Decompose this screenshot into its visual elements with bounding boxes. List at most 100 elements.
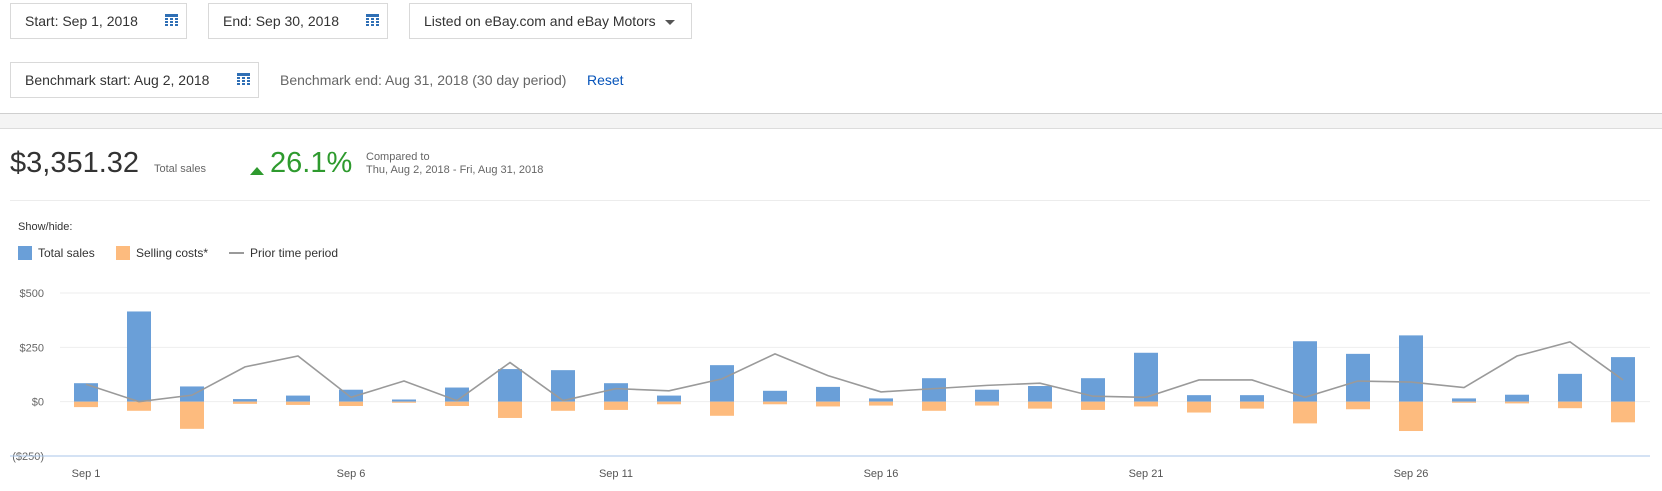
- bar-selling-costs: [74, 401, 98, 408]
- end-date-label: End: Sep 30, 2018: [223, 13, 339, 29]
- bar-selling-costs: [339, 401, 363, 407]
- bar-selling-costs: [551, 401, 575, 411]
- bar-selling-costs: [922, 401, 946, 411]
- x-tick-label: Sep 21: [1129, 468, 1164, 480]
- bar-total-sales: [816, 386, 840, 402]
- trend-up-icon: [250, 167, 264, 175]
- bar-selling-costs: [1346, 401, 1370, 410]
- bar-selling-costs: [1134, 401, 1158, 407]
- benchmark-start-picker[interactable]: Benchmark start: Aug 2, 2018: [10, 62, 259, 98]
- end-date-picker[interactable]: End: Sep 30, 2018: [208, 3, 388, 39]
- chevron-down-icon: [665, 20, 675, 25]
- bar-total-sales: [1134, 352, 1158, 402]
- bar-total-sales: [498, 369, 522, 402]
- bar-selling-costs: [233, 401, 257, 404]
- bar-selling-costs: [657, 401, 681, 405]
- x-tick-label: Sep 26: [1394, 468, 1429, 480]
- calendar-icon[interactable]: [366, 14, 379, 26]
- bar-total-sales: [1505, 394, 1529, 402]
- compared-to-label: Compared to: [366, 151, 430, 163]
- bar-total-sales: [1293, 341, 1317, 402]
- bar-selling-costs: [975, 401, 999, 406]
- bar-total-sales: [869, 398, 893, 402]
- listing-site-dropdown[interactable]: Listed on eBay.com and eBay Motors: [409, 3, 692, 39]
- bar-total-sales: [1240, 395, 1264, 402]
- bar-total-sales: [1346, 353, 1370, 402]
- bar-total-sales: [127, 311, 151, 402]
- bar-total-sales: [975, 389, 999, 402]
- bar-selling-costs: [1240, 401, 1264, 409]
- bar-selling-costs: [1293, 401, 1317, 424]
- bar-selling-costs: [445, 401, 469, 407]
- bar-selling-costs: [180, 401, 204, 429]
- bar-selling-costs: [1558, 401, 1582, 409]
- bar-total-sales: [604, 383, 628, 402]
- legend-label-total-sales: Total sales: [38, 246, 95, 260]
- calendar-icon[interactable]: [237, 73, 250, 85]
- bar-selling-costs: [392, 401, 416, 403]
- bar-total-sales: [74, 383, 98, 402]
- start-date-label: Start: Sep 1, 2018: [25, 13, 138, 29]
- bar-selling-costs: [1611, 401, 1635, 423]
- bar-selling-costs: [498, 401, 522, 418]
- y-tick-label: $0: [32, 397, 44, 409]
- bar-selling-costs: [604, 401, 628, 410]
- benchmark-start-label: Benchmark start: Aug 2, 2018: [25, 72, 210, 88]
- bar-total-sales: [922, 378, 946, 402]
- legend-label-selling-costs: Selling costs*: [136, 246, 209, 260]
- bar-total-sales: [339, 389, 363, 402]
- bar-selling-costs: [1081, 401, 1105, 410]
- bar-selling-costs: [1452, 401, 1476, 403]
- legend-selling-costs[interactable]: Selling costs*: [116, 245, 208, 261]
- bar-total-sales: [1081, 378, 1105, 402]
- bar-total-sales: [1187, 395, 1211, 402]
- y-tick-label: ($250): [12, 451, 44, 463]
- y-tick-label: $500: [20, 288, 44, 300]
- section-divider: [0, 113, 1662, 129]
- bar-total-sales: [710, 365, 734, 402]
- benchmark-end-text: Benchmark end: Aug 31, 2018 (30 day peri…: [280, 72, 567, 88]
- compared-range: Thu, Aug 2, 2018 - Fri, Aug 31, 2018: [366, 164, 544, 176]
- legend-swatch-total-sales: [18, 246, 32, 260]
- bar-selling-costs: [1187, 401, 1211, 413]
- bar-total-sales: [233, 399, 257, 402]
- bar-total-sales: [180, 386, 204, 402]
- legend-prior-period[interactable]: Prior time period: [229, 245, 338, 261]
- legend-total-sales[interactable]: Total sales: [18, 245, 95, 261]
- x-tick-label: Sep 1: [72, 468, 101, 480]
- x-tick-label: Sep 6: [337, 468, 366, 480]
- bar-selling-costs: [1028, 401, 1052, 409]
- start-date-picker[interactable]: Start: Sep 1, 2018: [10, 3, 187, 39]
- bar-total-sales: [763, 390, 787, 402]
- bar-selling-costs: [286, 401, 310, 405]
- bar-selling-costs: [710, 401, 734, 416]
- x-tick-label: Sep 11: [599, 468, 633, 480]
- bar-total-sales: [657, 395, 681, 402]
- change-percent: 26.1%: [270, 147, 353, 179]
- bar-total-sales: [1558, 373, 1582, 402]
- summary-divider: [10, 200, 1650, 201]
- bar-selling-costs: [869, 401, 893, 406]
- calendar-icon[interactable]: [165, 14, 178, 26]
- reset-link[interactable]: Reset: [587, 72, 624, 88]
- bar-selling-costs: [816, 401, 840, 407]
- total-sales-value: $3,351.32: [10, 147, 140, 179]
- bar-total-sales: [286, 395, 310, 402]
- bar-total-sales: [551, 370, 575, 402]
- bar-total-sales: [392, 399, 416, 402]
- bar-total-sales: [1452, 398, 1476, 402]
- bar-total-sales: [1028, 386, 1052, 402]
- sales-chart: $500 $250 $0 ($250) Sep 1 Sep 6 Sep 11 Sep 16 Se…: [10, 288, 1650, 480]
- bar-selling-costs: [1505, 401, 1529, 404]
- bar-total-sales: [1399, 335, 1423, 402]
- line-prior-period: [85, 341, 1624, 403]
- bar-selling-costs: [127, 401, 151, 411]
- bar-selling-costs: [763, 401, 787, 405]
- x-tick-label: Sep 16: [864, 468, 899, 480]
- show-hide-label: Show/hide:: [18, 221, 73, 233]
- listing-site-label: Listed on eBay.com and eBay Motors: [424, 13, 656, 29]
- legend-swatch-selling-costs: [116, 246, 130, 260]
- bar-selling-costs: [1399, 401, 1423, 432]
- total-sales-label: Total sales: [154, 163, 206, 175]
- legend-swatch-prior-period: [229, 252, 244, 254]
